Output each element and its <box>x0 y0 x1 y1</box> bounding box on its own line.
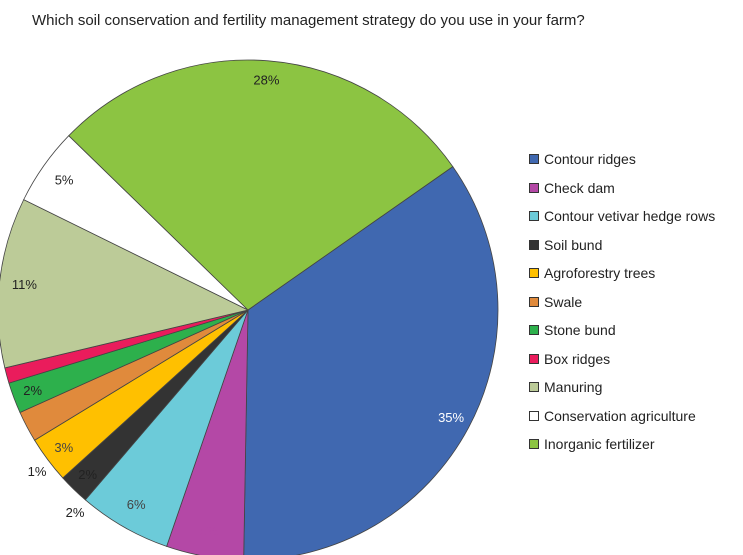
legend-swatch <box>529 154 539 165</box>
data-label-swale: 2% <box>66 505 85 520</box>
legend-swatch <box>529 211 539 222</box>
legend-item-inorganic-fertilizer: Inorganic fertilizer <box>529 430 715 459</box>
legend-label: Box ridges <box>544 350 611 367</box>
legend-item-contour-vetivar-hedge-rows: Contour vetivar hedge rows <box>529 202 715 231</box>
data-label-soil-bund: 2% <box>78 467 97 482</box>
legend-swatch <box>529 410 539 421</box>
legend-item-conservation-agriculture: Conservation agriculture <box>529 402 715 431</box>
legend-label: Stone bund <box>544 322 616 339</box>
data-label-stone-bund: 2% <box>23 383 42 398</box>
legend-item-swale: Swale <box>529 288 715 317</box>
legend-swatch <box>529 239 539 250</box>
legend-item-stone-bund: Stone bund <box>529 316 715 345</box>
legend-swatch <box>529 268 539 279</box>
legend-swatch <box>529 353 539 364</box>
legend-label: Check dam <box>544 179 615 196</box>
data-label-conservation-agriculture: 5% <box>55 172 74 187</box>
data-label-check-dam: 5% <box>200 524 219 539</box>
legend-item-check-dam: Check dam <box>529 174 715 203</box>
legend-label: Inorganic fertilizer <box>544 436 655 453</box>
legend-swatch <box>529 382 539 393</box>
legend-swatch <box>529 296 539 307</box>
legend: Contour ridges Check dam Contour vetivar h… <box>529 145 715 459</box>
legend-item-box-ridges: Box ridges <box>529 345 715 374</box>
chart-title: Which soil conservation and fertility ma… <box>32 12 585 29</box>
data-label-agroforestry-trees: 3% <box>54 440 73 455</box>
legend-item-manuring: Manuring <box>529 373 715 402</box>
data-label-contour-ridges: 35% <box>438 410 464 425</box>
data-label-manuring: 11% <box>12 277 37 292</box>
legend-item-contour-ridges: Contour ridges <box>529 145 715 174</box>
legend-label: Swale <box>544 293 583 310</box>
data-label-inorganic-fertilizer: 28% <box>253 73 279 88</box>
legend-label: Conservation agriculture <box>544 407 696 424</box>
pie-slice-contour-ridges <box>243 166 499 555</box>
legend-swatch <box>529 325 539 336</box>
data-label-box-ridges: 1% <box>28 464 47 479</box>
legend-swatch <box>529 439 539 450</box>
legend-item-agroforestry-trees: Agroforestry trees <box>529 259 715 288</box>
pie-slice-inorganic-fertilizer <box>68 59 454 311</box>
legend-item-soil-bund: Soil bund <box>529 231 715 260</box>
legend-swatch <box>529 182 539 193</box>
data-label-contour-vetivar-hedge-rows: 6% <box>127 497 146 512</box>
legend-label: Contour vetivar hedge rows <box>544 208 716 225</box>
pie-slice-manuring <box>0 199 250 369</box>
legend-label: Contour ridges <box>544 151 636 168</box>
legend-label: Agroforestry trees <box>544 265 656 282</box>
legend-label: Manuring <box>544 379 603 396</box>
legend-label: Soil bund <box>544 236 603 253</box>
